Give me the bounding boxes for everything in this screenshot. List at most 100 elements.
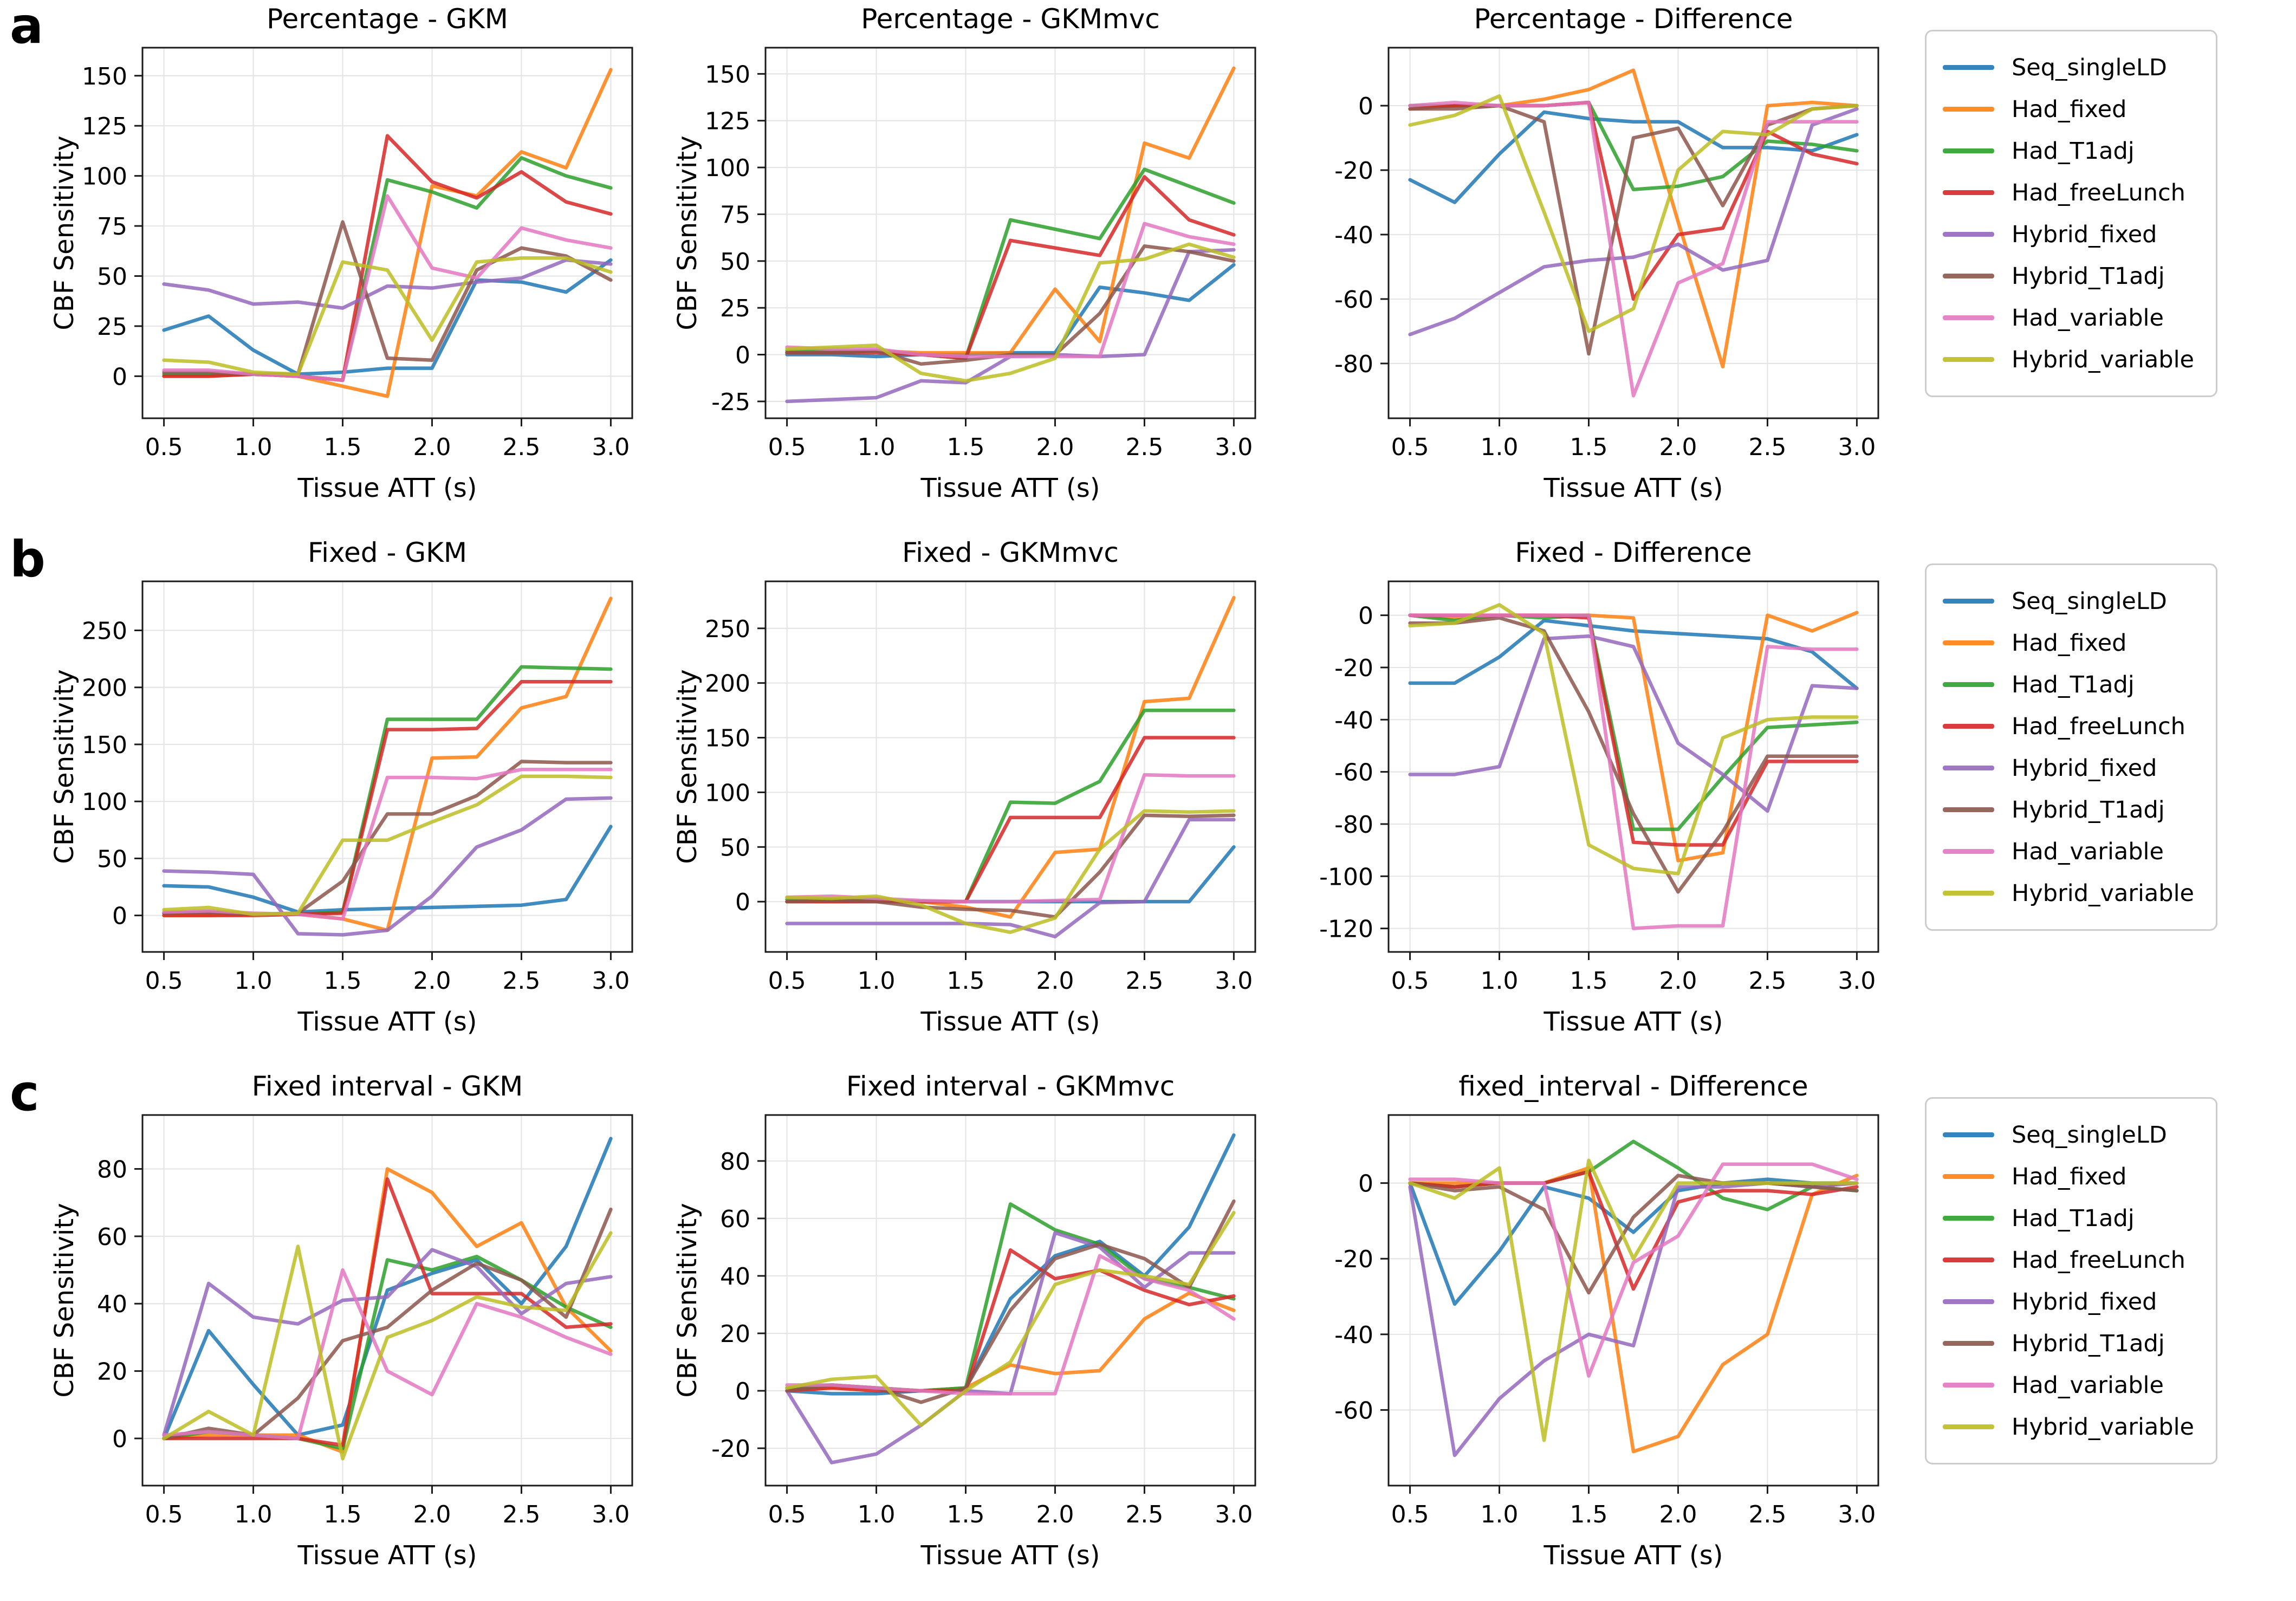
line-had_t1adj xyxy=(1408,1139,1859,1211)
y-tick-label: 40 xyxy=(720,1263,750,1291)
y-tick-label: 40 xyxy=(97,1291,127,1318)
x-tick-label: 2.5 xyxy=(502,433,540,461)
y-tick-label: -100 xyxy=(1319,863,1373,891)
legend-label: Had_freeLunch xyxy=(2012,179,2185,206)
x-tick-label: 1.5 xyxy=(1570,967,1608,995)
legend-label: Had_fixed xyxy=(2012,95,2127,123)
x-tick-label: 2.5 xyxy=(1748,967,1786,995)
y-tick-label: 0 xyxy=(1358,93,1373,120)
chart-canvas: 0.5 1.0 1.5 2.0 2.5 3.0 -20 0 20 40 60 80 Fixed inte… xyxy=(674,1071,1256,1571)
y-axis-label: CBF Sensitivity xyxy=(674,1203,703,1397)
panel-a: a 0.5 1.0 1.5 2.0 2.5 3.0 0 25 50 75 100 125 150 Perce… xyxy=(0,0,2296,534)
y-axis-label: CBF Sensitivity xyxy=(674,669,703,864)
x-tick-label: 2.5 xyxy=(1748,433,1786,461)
y-tick-label: 125 xyxy=(82,113,127,140)
y-tick-label: -60 xyxy=(1334,759,1373,787)
x-tick-label: 3.0 xyxy=(1215,1501,1253,1528)
legend-label: Had_T1adj xyxy=(2012,137,2135,165)
legend: Seq_singleLD Had_fixed Had_T1adj Had_freeLu… xyxy=(1925,1097,2217,1464)
x-tick-label: 1.5 xyxy=(324,433,362,461)
y-tick-label: 0 xyxy=(112,1425,127,1453)
line-had_fixed xyxy=(162,597,613,932)
x-tick-label: 2.5 xyxy=(1748,1501,1786,1528)
legend-label: Hybrid_T1adj xyxy=(2012,796,2165,824)
line-seq_singleld xyxy=(1408,110,1859,204)
line-hybrid_variable xyxy=(1408,603,1859,876)
legend-item-hybrid_fixed: Hybrid_fixed xyxy=(1943,1281,2194,1323)
legend-label: Seq_singleLD xyxy=(2012,587,2167,615)
chart-canvas: 0.5 1.0 1.5 2.0 2.5 3.0 -25 0 25 50 75 100 125 150 Per… xyxy=(674,3,1256,503)
y-tick-label: 0 xyxy=(1358,1170,1373,1198)
chart-title: fixed_interval - Difference xyxy=(1458,1071,1808,1102)
x-tick-label: 1.0 xyxy=(1481,967,1519,995)
legend-label: Seq_singleLD xyxy=(2012,1121,2167,1149)
x-tick-label: 0.5 xyxy=(1391,1501,1429,1528)
y-tick-label: 50 xyxy=(97,263,127,290)
axes-spines xyxy=(141,1114,633,1487)
legend-swatch xyxy=(1943,640,1994,645)
line-hybrid_t1adj xyxy=(1408,616,1859,894)
panel-letter-b: b xyxy=(10,530,46,588)
y-tick-label: 0 xyxy=(1358,602,1373,630)
x-axis-label: Tissue ATT (s) xyxy=(920,1007,1100,1037)
legend-label: Hybrid_fixed xyxy=(2012,221,2157,248)
legend-swatch xyxy=(1943,148,1994,153)
y-tick-label: 150 xyxy=(82,63,127,90)
chart-fixed-difference: 0.5 1.0 1.5 2.0 2.5 3.0 -120 -100 -80 -60 -40 -20 0 F… xyxy=(1298,534,1888,1038)
y-tick-label: 0 xyxy=(735,1378,750,1405)
line-hybrid_fixed xyxy=(785,248,1236,404)
y-tick-label: 100 xyxy=(82,788,127,816)
y-tick-label: 20 xyxy=(720,1320,750,1348)
y-axis-label: CBF Sensitivity xyxy=(51,1203,80,1397)
line-had_variable xyxy=(1408,1162,1859,1378)
y-tick-label: -80 xyxy=(1334,811,1373,839)
legend-swatch xyxy=(1943,65,1994,70)
y-tick-label: -80 xyxy=(1334,351,1373,378)
legend-item-hybrid_t1adj: Hybrid_T1adj xyxy=(1943,1323,2194,1364)
legend-item-seq_singleld: Seq_singleLD xyxy=(1943,580,2194,622)
panel-letter-c: c xyxy=(10,1064,40,1122)
line-seq_singleld xyxy=(162,825,613,914)
line-seq_singleld xyxy=(162,258,613,376)
chart-percentage-gkmmvc: 0.5 1.0 1.5 2.0 2.5 3.0 -25 0 25 50 75 100 125 150 Per… xyxy=(674,0,1265,504)
x-tick-label: 2.5 xyxy=(502,967,540,995)
line-seq_singleld xyxy=(785,263,1236,359)
chart-title: Percentage - GKM xyxy=(267,3,508,35)
line-seq_singleld xyxy=(162,1137,613,1441)
legend-item-had_freelunch: Had_freeLunch xyxy=(1943,1239,2194,1281)
x-tick-label: 2.0 xyxy=(1036,967,1074,995)
x-tick-label: 1.0 xyxy=(235,967,273,995)
x-tick-label: 2.0 xyxy=(413,1501,451,1528)
x-tick-label: 2.5 xyxy=(1125,1501,1163,1528)
chart-canvas: 0.5 1.0 1.5 2.0 2.5 3.0 0 50 100 150 200 250 Fixed -… xyxy=(674,537,1256,1037)
legend-swatch xyxy=(1943,724,1994,729)
x-tick-label: 1.5 xyxy=(1570,433,1608,461)
x-tick-label: 3.0 xyxy=(1215,433,1253,461)
y-tick-label: 250 xyxy=(82,617,127,645)
chart-title: Fixed - GKM xyxy=(308,537,467,568)
x-tick-label: 1.5 xyxy=(324,1501,362,1528)
line-hybrid_fixed xyxy=(162,1248,613,1437)
x-tick-label: 2.5 xyxy=(1125,433,1163,461)
x-tick-label: 1.0 xyxy=(1481,433,1519,461)
x-tick-label: 2.0 xyxy=(1659,967,1697,995)
legend-label: Hybrid_variable xyxy=(2012,1413,2194,1441)
line-hybrid_fixed xyxy=(785,1231,1236,1464)
legend-item-had_variable: Had_variable xyxy=(1943,297,2194,339)
x-axis-label: Tissue ATT (s) xyxy=(297,1540,477,1571)
legend-swatch xyxy=(1943,315,1994,320)
line-hybrid_variable xyxy=(785,242,1236,383)
chart-canvas: 0.5 1.0 1.5 2.0 2.5 3.0 -80 -60 -40 -20 0 Percentag… xyxy=(1334,3,1879,503)
line-hybrid_variable xyxy=(1408,94,1859,333)
legend-label: Had_fixed xyxy=(2012,629,2127,657)
y-axis-label: CBF Sensitivity xyxy=(51,135,80,330)
chart-title: Fixed interval - GKM xyxy=(252,1071,523,1102)
legend-swatch xyxy=(1943,891,1994,896)
axes-spines xyxy=(141,580,633,953)
panel-b: b 0.5 1.0 1.5 2.0 2.5 3.0 0 50 100 150 200 250 Fixed … xyxy=(0,534,2296,1067)
legend-item-had_freelunch: Had_freeLunch xyxy=(1943,705,2194,747)
x-tick-label: 1.0 xyxy=(235,1501,273,1528)
legend-label: Had_variable xyxy=(2012,304,2164,332)
legend-label: Hybrid_fixed xyxy=(2012,754,2157,782)
